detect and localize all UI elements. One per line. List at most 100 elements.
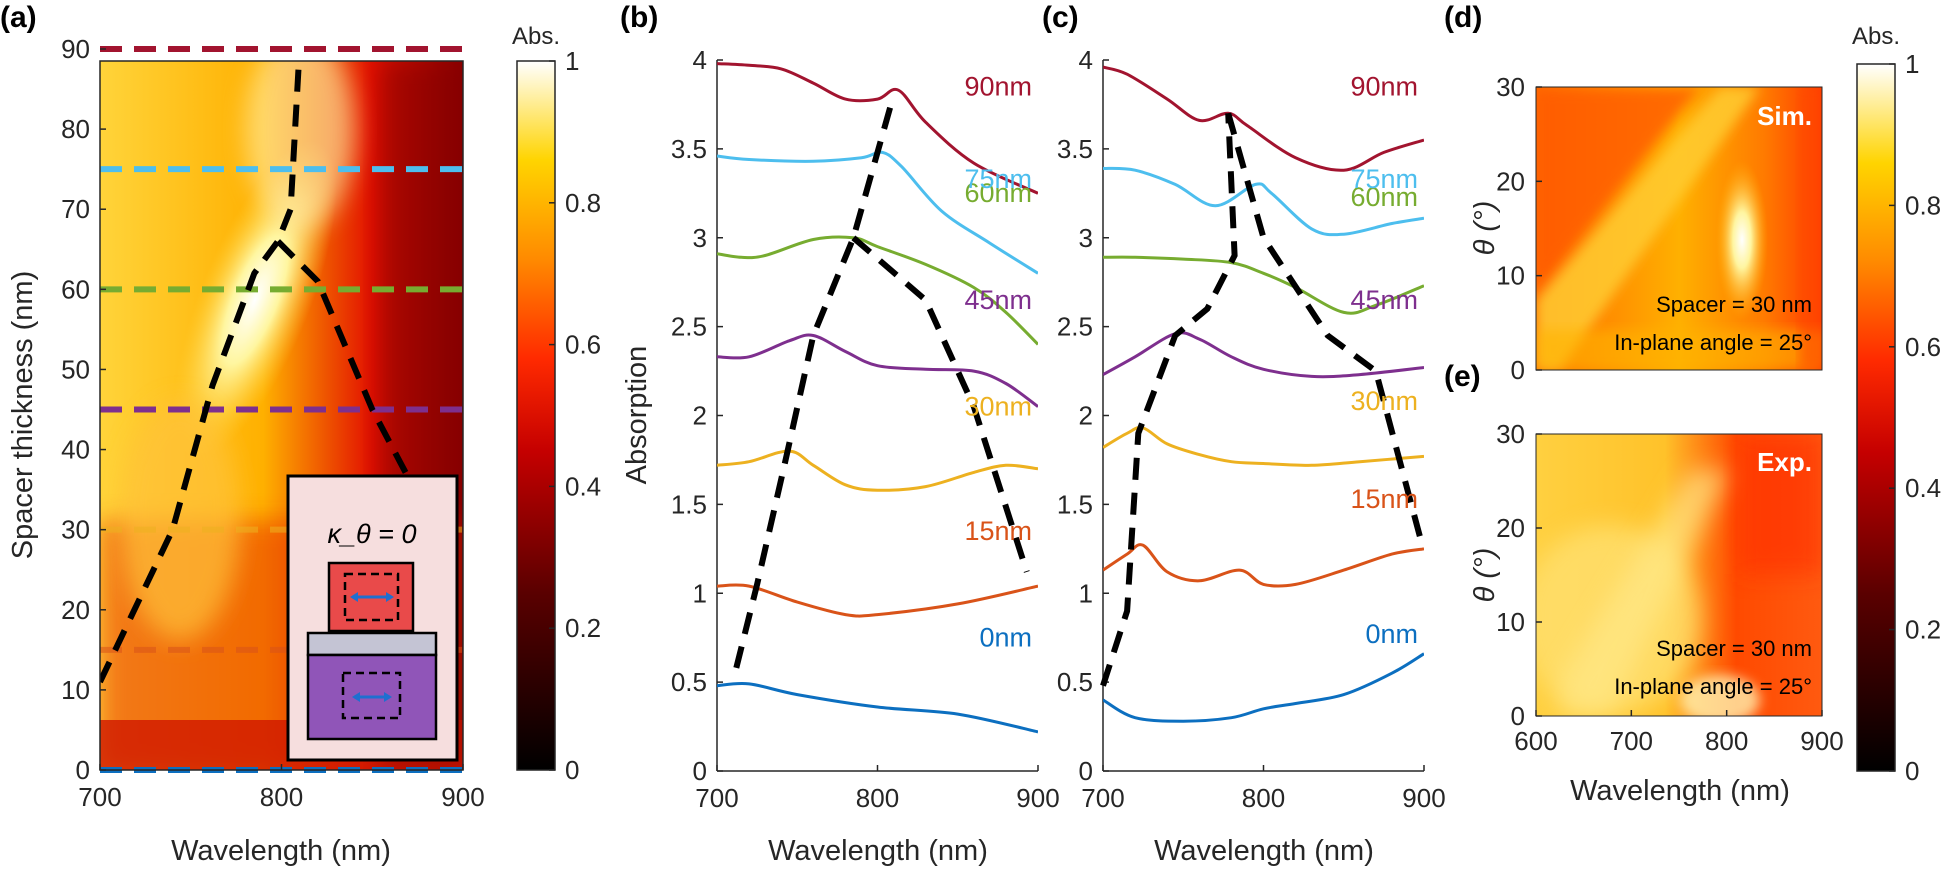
x-tick-1-800: 800: [856, 783, 899, 813]
series-line-15nm: [717, 583, 1038, 618]
panel-b: (b) 0 0.5 1 1.5 2 2.5 3 3.5 4 700 800 900 0nm 15nm 30…: [620, 1, 1060, 867]
y-tick-a-50: 50: [61, 354, 90, 384]
y-tick-e-0: 0: [1511, 701, 1525, 731]
axis-ticks-a: 0 10 20 30 40 50 60 70 80 90 700 800 900: [61, 34, 485, 812]
y-tick-e-10: 10: [1496, 607, 1525, 637]
colorbar-tick-de-0.2: 0.2: [1905, 615, 1941, 645]
y-tick-d-10: 10: [1496, 261, 1525, 291]
series-label-90nm: 90nm: [964, 72, 1032, 102]
y-tick-2-1: 1: [1079, 578, 1093, 608]
colorbar-tick-a-0.8: 0.8: [565, 188, 601, 218]
series-line-75nm: [1103, 166, 1424, 237]
colorbar-tick-a-1: 1: [565, 46, 579, 76]
series-label-45nm: 45nm: [1350, 285, 1418, 315]
panel-label-b: (b): [620, 1, 658, 34]
x-axis-label-e: Wavelength (nm): [1570, 775, 1790, 807]
y-tick-2-4: 4: [1079, 45, 1093, 75]
guide-line-2-1: [1225, 112, 1424, 541]
colorbar-de: [1856, 63, 1896, 772]
x-tick-e-700: 700: [1610, 726, 1653, 756]
y-tick-2-0: 0: [1079, 756, 1093, 786]
colorbar-tick-de-1: 1: [1905, 49, 1919, 79]
colorbar-tick-de-0.6: 0.6: [1905, 332, 1941, 362]
colorbar-a: [516, 60, 556, 771]
series-label-45nm: 45nm: [964, 285, 1032, 315]
y-tick-1-0.5: 0.5: [671, 667, 707, 697]
series-line-60nm: [1103, 255, 1424, 315]
series-line-90nm: [717, 62, 1038, 195]
panel-label-a: (a): [0, 1, 37, 34]
heatmap-d: [1536, 87, 1822, 370]
series-line-60nm: [717, 235, 1038, 346]
colorbar-title-de: Abs.: [1852, 23, 1900, 50]
y-tick-2-1.5: 1.5: [1057, 489, 1093, 519]
x-axis-label-c: Wavelength (nm): [1154, 835, 1374, 867]
colorbar-tick-de-0.4: 0.4: [1905, 473, 1941, 503]
series-label-75nm: 75nm: [1350, 164, 1418, 194]
y-tick-e-20: 20: [1496, 513, 1525, 543]
series-b: [717, 62, 1038, 734]
exp-text-spacer: Spacer = 30 nm: [1656, 636, 1812, 661]
y-tick-e-30: 30: [1496, 419, 1525, 449]
colorbar-title-a: Abs.: [512, 23, 560, 50]
colorbar-tick-a-0.4: 0.4: [565, 471, 601, 501]
y-axis-label-e: θ (°): [1469, 548, 1501, 603]
guide-line-1-1: [851, 235, 1030, 573]
x-axis-label-b: Wavelength (nm): [768, 835, 988, 867]
panel-label-c: (c): [1042, 1, 1079, 34]
y-axis-label-d: θ (°): [1469, 201, 1501, 256]
series-label-30nm: 30nm: [1350, 386, 1418, 416]
x-tick-1-900: 900: [1016, 783, 1059, 813]
x-tick-e-800: 800: [1705, 726, 1748, 756]
axis-ticks-b: 0 0.5 1 1.5 2 2.5 3 3.5 4 700 800 900: [671, 45, 1060, 813]
y-tick-2-3: 3: [1079, 223, 1093, 253]
series-label-15nm: 15nm: [964, 516, 1032, 546]
y-tick-d-0: 0: [1511, 355, 1525, 385]
series-line-0nm: [1103, 652, 1424, 723]
x-tick-1-700: 700: [695, 783, 738, 813]
y-tick-1-1.5: 1.5: [671, 489, 707, 519]
y-tick-d-20: 20: [1496, 166, 1525, 196]
series-line-75nm: [717, 150, 1038, 275]
series-line-30nm: [717, 449, 1038, 492]
inset-label: κ_θ = 0: [328, 519, 417, 549]
panel-d: (d) Sim. Spacer = 30 nm In-plane angle =…: [1444, 1, 1823, 385]
exp-annotation: Exp.: [1757, 447, 1812, 477]
y-tick-a-40: 40: [61, 435, 90, 465]
series-label-60nm: 60nm: [1350, 182, 1418, 212]
inset-structure: κ_θ = 0: [286, 474, 459, 762]
x-tick-e-900: 900: [1800, 726, 1843, 756]
y-tick-1-1: 1: [693, 578, 707, 608]
x-tick-2-800: 800: [1242, 783, 1285, 813]
exp-text-angle: In-plane angle = 25°: [1614, 674, 1812, 699]
colorbar-tick-de-0.8: 0.8: [1905, 190, 1941, 220]
colorbar-ticks-a: 0 0.2 0.4 0.6 0.8 1: [549, 46, 601, 785]
colorbar-tick-a-0: 0: [565, 755, 579, 785]
y-tick-a-60: 60: [61, 274, 90, 304]
guide-line-1-0: [733, 94, 897, 669]
guide-lines-c: [1100, 112, 1424, 687]
y-tick-a-20: 20: [61, 595, 90, 625]
y-tick-1-3: 3: [693, 223, 707, 253]
colorbar-tick-a-0.2: 0.2: [565, 613, 601, 643]
y-tick-a-80: 80: [61, 114, 90, 144]
colorbar-tick-de-0: 0: [1905, 756, 1919, 786]
y-tick-a-90: 90: [61, 34, 90, 64]
y-tick-1-2.5: 2.5: [671, 312, 707, 342]
y-tick-2-2: 2: [1079, 401, 1093, 431]
sim-text-spacer: Spacer = 30 nm: [1656, 292, 1812, 317]
panel-label-d: (d): [1444, 1, 1482, 34]
series-line-45nm: [1103, 331, 1424, 379]
y-tick-d-30: 30: [1496, 72, 1525, 102]
y-tick-1-3.5: 3.5: [671, 134, 707, 164]
mode-line-a: [100, 61, 439, 684]
axis-ticks-e: 0 10 20 30 600 700 800 900: [1496, 419, 1844, 756]
series-label-0nm: 0nm: [1365, 619, 1418, 649]
series-line-30nm: [1103, 426, 1424, 467]
series-line-45nm: [717, 333, 1038, 408]
guide-line-2-0: [1100, 113, 1238, 687]
colorbar-tick-a-0.6: 0.6: [565, 330, 601, 360]
